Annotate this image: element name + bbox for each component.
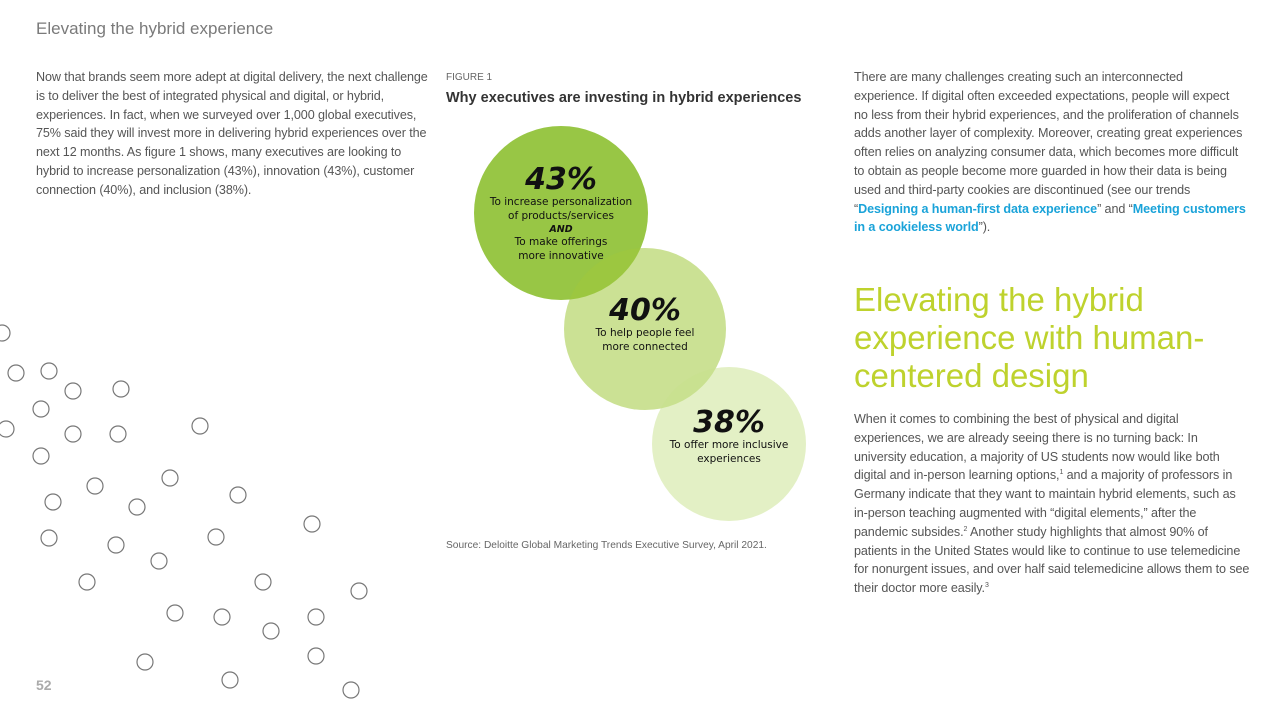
footnote-ref[interactable]: 1 — [1059, 469, 1064, 477]
decorative-dot — [78, 573, 96, 591]
paragraph-text: ”). — [978, 220, 991, 235]
decorative-dot — [32, 400, 50, 418]
decorative-dot — [221, 671, 239, 689]
paragraph-text: ” and “ — [1097, 201, 1133, 216]
decorative-dot — [112, 380, 130, 398]
stat-desc-line: To increase personalization — [489, 196, 633, 208]
figure-title: Why executives are investing in hybrid e… — [446, 90, 802, 106]
stat-desc-line: more innovative — [518, 249, 604, 262]
decorative-dot — [307, 647, 325, 665]
decorative-dot — [207, 528, 225, 546]
decorative-dot — [136, 653, 154, 671]
stat-value: 38% — [693, 405, 765, 440]
stat-desc-line: To help people feel — [595, 327, 695, 339]
decorative-dot — [32, 447, 50, 465]
stat-value: 43% — [525, 162, 597, 197]
stat-value: 40% — [609, 293, 681, 328]
decorative-dot — [229, 486, 247, 504]
stat-conjunction: AND — [549, 224, 573, 235]
decorative-dot — [262, 622, 280, 640]
decorative-dot — [191, 417, 209, 435]
decorative-dot — [40, 362, 58, 380]
decorative-dot — [303, 515, 321, 533]
decorative-dot — [86, 477, 104, 495]
link-cookieless-world[interactable]: Meeting customers in a cookieless world — [854, 201, 1246, 235]
page-header-title: Elevating the hybrid experience — [36, 19, 274, 38]
decorative-dot — [64, 382, 82, 400]
stat-desc-line: more connected — [602, 340, 688, 353]
paragraph-text: Another study highlights that almost 90%… — [854, 524, 1250, 596]
decorative-dot-pattern — [0, 324, 368, 699]
stat-desc-line: To offer more inclusive — [669, 439, 789, 451]
paragraph-text: When it comes to combining the best of p… — [854, 412, 1220, 483]
stat-desc-line: To make offerings — [514, 236, 608, 248]
decorative-dot — [109, 425, 127, 443]
decorative-dot — [150, 552, 168, 570]
challenges-paragraph: There are many challenges creating such … — [854, 68, 1246, 237]
decorative-dot — [213, 608, 231, 626]
decorative-dot — [342, 681, 360, 699]
paragraph-text: There are many challenges creating such … — [854, 70, 1243, 216]
paragraph-text: and a majority of professors in Germany … — [854, 468, 1236, 539]
figure-source: Source: Deloitte Global Marketing Trends… — [446, 540, 767, 551]
section-heading: Elevating the hybrid experience with hum… — [854, 281, 1205, 394]
figure-label: FIGURE 1 — [446, 72, 493, 83]
decorative-dot — [0, 420, 15, 438]
footnote-ref[interactable]: 2 — [963, 525, 968, 533]
decorative-dot — [64, 425, 82, 443]
intro-paragraph: Now that brands seem more adept at digit… — [36, 70, 428, 197]
decorative-dot — [107, 536, 125, 554]
stat-desc-line: experiences — [697, 452, 761, 465]
decorative-dot — [7, 364, 25, 382]
stat-circle-inclusion: 38% To offer more inclusive experiences — [652, 367, 806, 521]
decorative-dot — [40, 529, 58, 547]
footnote-ref[interactable]: 3 — [984, 581, 989, 589]
decorative-dot — [254, 573, 272, 591]
decorative-dot — [166, 604, 184, 622]
stat-desc-line: of products/services — [508, 209, 614, 222]
decorative-dot — [350, 582, 368, 600]
decorative-dot — [307, 608, 325, 626]
hybrid-paragraph: When it comes to combining the best of p… — [854, 410, 1252, 598]
decorative-dot — [161, 469, 179, 487]
decorative-dot — [0, 324, 11, 342]
link-human-first-data[interactable]: Designing a human-first data experience — [858, 201, 1098, 216]
page-number: 52 — [36, 677, 52, 693]
decorative-dot — [128, 498, 146, 516]
decorative-dot — [44, 493, 62, 511]
stat-circle-connection: 40% To help people feel more connected — [564, 248, 726, 410]
